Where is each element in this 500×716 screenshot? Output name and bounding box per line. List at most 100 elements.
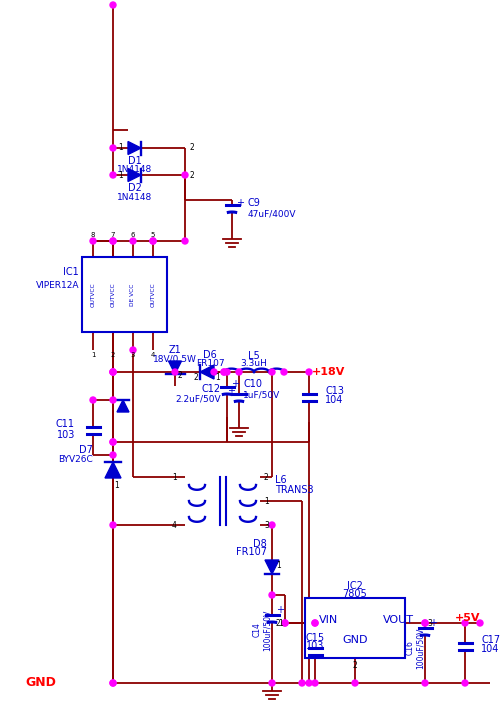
Text: C13: C13 bbox=[325, 386, 344, 396]
Circle shape bbox=[182, 172, 188, 178]
Circle shape bbox=[110, 2, 116, 8]
Text: D2: D2 bbox=[128, 183, 142, 193]
Text: 6: 6 bbox=[131, 232, 135, 238]
Text: 3: 3 bbox=[264, 521, 269, 530]
Text: DE VCC: DE VCC bbox=[130, 284, 136, 306]
Text: Z1: Z1 bbox=[168, 345, 181, 355]
Text: 3: 3 bbox=[427, 619, 432, 627]
Text: +18V: +18V bbox=[312, 367, 346, 377]
Text: FR107: FR107 bbox=[236, 547, 267, 557]
Circle shape bbox=[110, 145, 116, 151]
Text: D1: D1 bbox=[128, 156, 142, 166]
Text: 1uF/50V: 1uF/50V bbox=[243, 390, 280, 400]
Text: C12: C12 bbox=[202, 384, 221, 394]
Circle shape bbox=[211, 369, 217, 375]
Text: FR107: FR107 bbox=[196, 359, 224, 367]
Text: 2: 2 bbox=[189, 143, 194, 153]
Circle shape bbox=[269, 522, 275, 528]
Text: 1: 1 bbox=[278, 619, 283, 627]
Circle shape bbox=[312, 680, 318, 686]
Circle shape bbox=[306, 680, 312, 686]
Text: 104: 104 bbox=[481, 644, 500, 654]
Circle shape bbox=[110, 680, 116, 686]
Text: 2: 2 bbox=[352, 662, 358, 670]
Circle shape bbox=[150, 238, 156, 244]
Circle shape bbox=[110, 522, 116, 528]
Circle shape bbox=[130, 347, 136, 353]
Text: 103: 103 bbox=[306, 641, 324, 651]
Text: +: + bbox=[231, 379, 239, 389]
Text: 1: 1 bbox=[114, 481, 119, 490]
Text: 103: 103 bbox=[56, 430, 75, 440]
Circle shape bbox=[221, 369, 227, 375]
Text: VIN: VIN bbox=[319, 615, 338, 625]
Text: 2: 2 bbox=[189, 170, 194, 180]
Text: GND: GND bbox=[25, 677, 56, 690]
Circle shape bbox=[462, 620, 468, 626]
Circle shape bbox=[281, 369, 287, 375]
Text: 1: 1 bbox=[91, 352, 95, 358]
Circle shape bbox=[110, 238, 116, 244]
Circle shape bbox=[477, 620, 483, 626]
Text: 2: 2 bbox=[111, 352, 115, 358]
Circle shape bbox=[110, 452, 116, 458]
Text: GND: GND bbox=[342, 635, 368, 645]
Circle shape bbox=[130, 238, 136, 244]
Text: C16
100uF/50V: C16 100uF/50V bbox=[406, 627, 424, 669]
Circle shape bbox=[150, 238, 156, 244]
Circle shape bbox=[110, 369, 116, 375]
Text: 104: 104 bbox=[325, 395, 344, 405]
Text: C9: C9 bbox=[248, 198, 261, 208]
Text: 18V/0.5W: 18V/0.5W bbox=[153, 354, 197, 364]
Text: +5V: +5V bbox=[454, 613, 480, 623]
Text: L6: L6 bbox=[275, 475, 286, 485]
Text: C10: C10 bbox=[243, 379, 262, 389]
Polygon shape bbox=[117, 400, 129, 412]
Circle shape bbox=[236, 369, 242, 375]
Circle shape bbox=[90, 397, 96, 403]
Text: 5: 5 bbox=[151, 232, 155, 238]
Text: 1: 1 bbox=[118, 170, 123, 180]
Circle shape bbox=[269, 592, 275, 598]
Text: +: + bbox=[236, 198, 244, 208]
Circle shape bbox=[110, 172, 116, 178]
Text: +: + bbox=[276, 605, 284, 615]
Circle shape bbox=[110, 439, 116, 445]
Text: C11: C11 bbox=[56, 419, 75, 429]
Text: 2: 2 bbox=[264, 473, 269, 481]
Text: 1N4148: 1N4148 bbox=[118, 193, 152, 201]
Circle shape bbox=[172, 369, 178, 375]
Circle shape bbox=[312, 620, 318, 626]
Text: 1: 1 bbox=[118, 143, 123, 153]
Circle shape bbox=[110, 369, 116, 375]
Text: 7: 7 bbox=[111, 232, 115, 238]
Text: 2: 2 bbox=[276, 619, 281, 629]
Text: D8: D8 bbox=[254, 539, 267, 549]
Text: 2.2uF/50V: 2.2uF/50V bbox=[176, 395, 221, 404]
Text: 3: 3 bbox=[131, 352, 135, 358]
Polygon shape bbox=[128, 142, 141, 155]
Text: IC1: IC1 bbox=[63, 267, 79, 277]
Circle shape bbox=[90, 238, 96, 244]
Text: 4: 4 bbox=[172, 521, 177, 530]
Circle shape bbox=[110, 680, 116, 686]
Bar bbox=[305, 598, 405, 658]
Text: 8: 8 bbox=[91, 232, 95, 238]
Circle shape bbox=[422, 620, 428, 626]
Circle shape bbox=[306, 369, 312, 375]
Text: D6: D6 bbox=[203, 350, 217, 360]
Circle shape bbox=[110, 369, 116, 375]
Circle shape bbox=[352, 680, 358, 686]
Text: BYV26C: BYV26C bbox=[58, 455, 93, 463]
Circle shape bbox=[110, 439, 116, 445]
Circle shape bbox=[282, 620, 288, 626]
Text: TRANS3: TRANS3 bbox=[275, 485, 314, 495]
Circle shape bbox=[299, 680, 305, 686]
Text: 4: 4 bbox=[151, 352, 155, 358]
Text: VIPER12A: VIPER12A bbox=[36, 281, 79, 289]
Circle shape bbox=[282, 620, 288, 626]
Circle shape bbox=[269, 369, 275, 375]
Text: +: + bbox=[227, 386, 235, 396]
Circle shape bbox=[462, 680, 468, 686]
Text: VOUT: VOUT bbox=[383, 615, 414, 625]
